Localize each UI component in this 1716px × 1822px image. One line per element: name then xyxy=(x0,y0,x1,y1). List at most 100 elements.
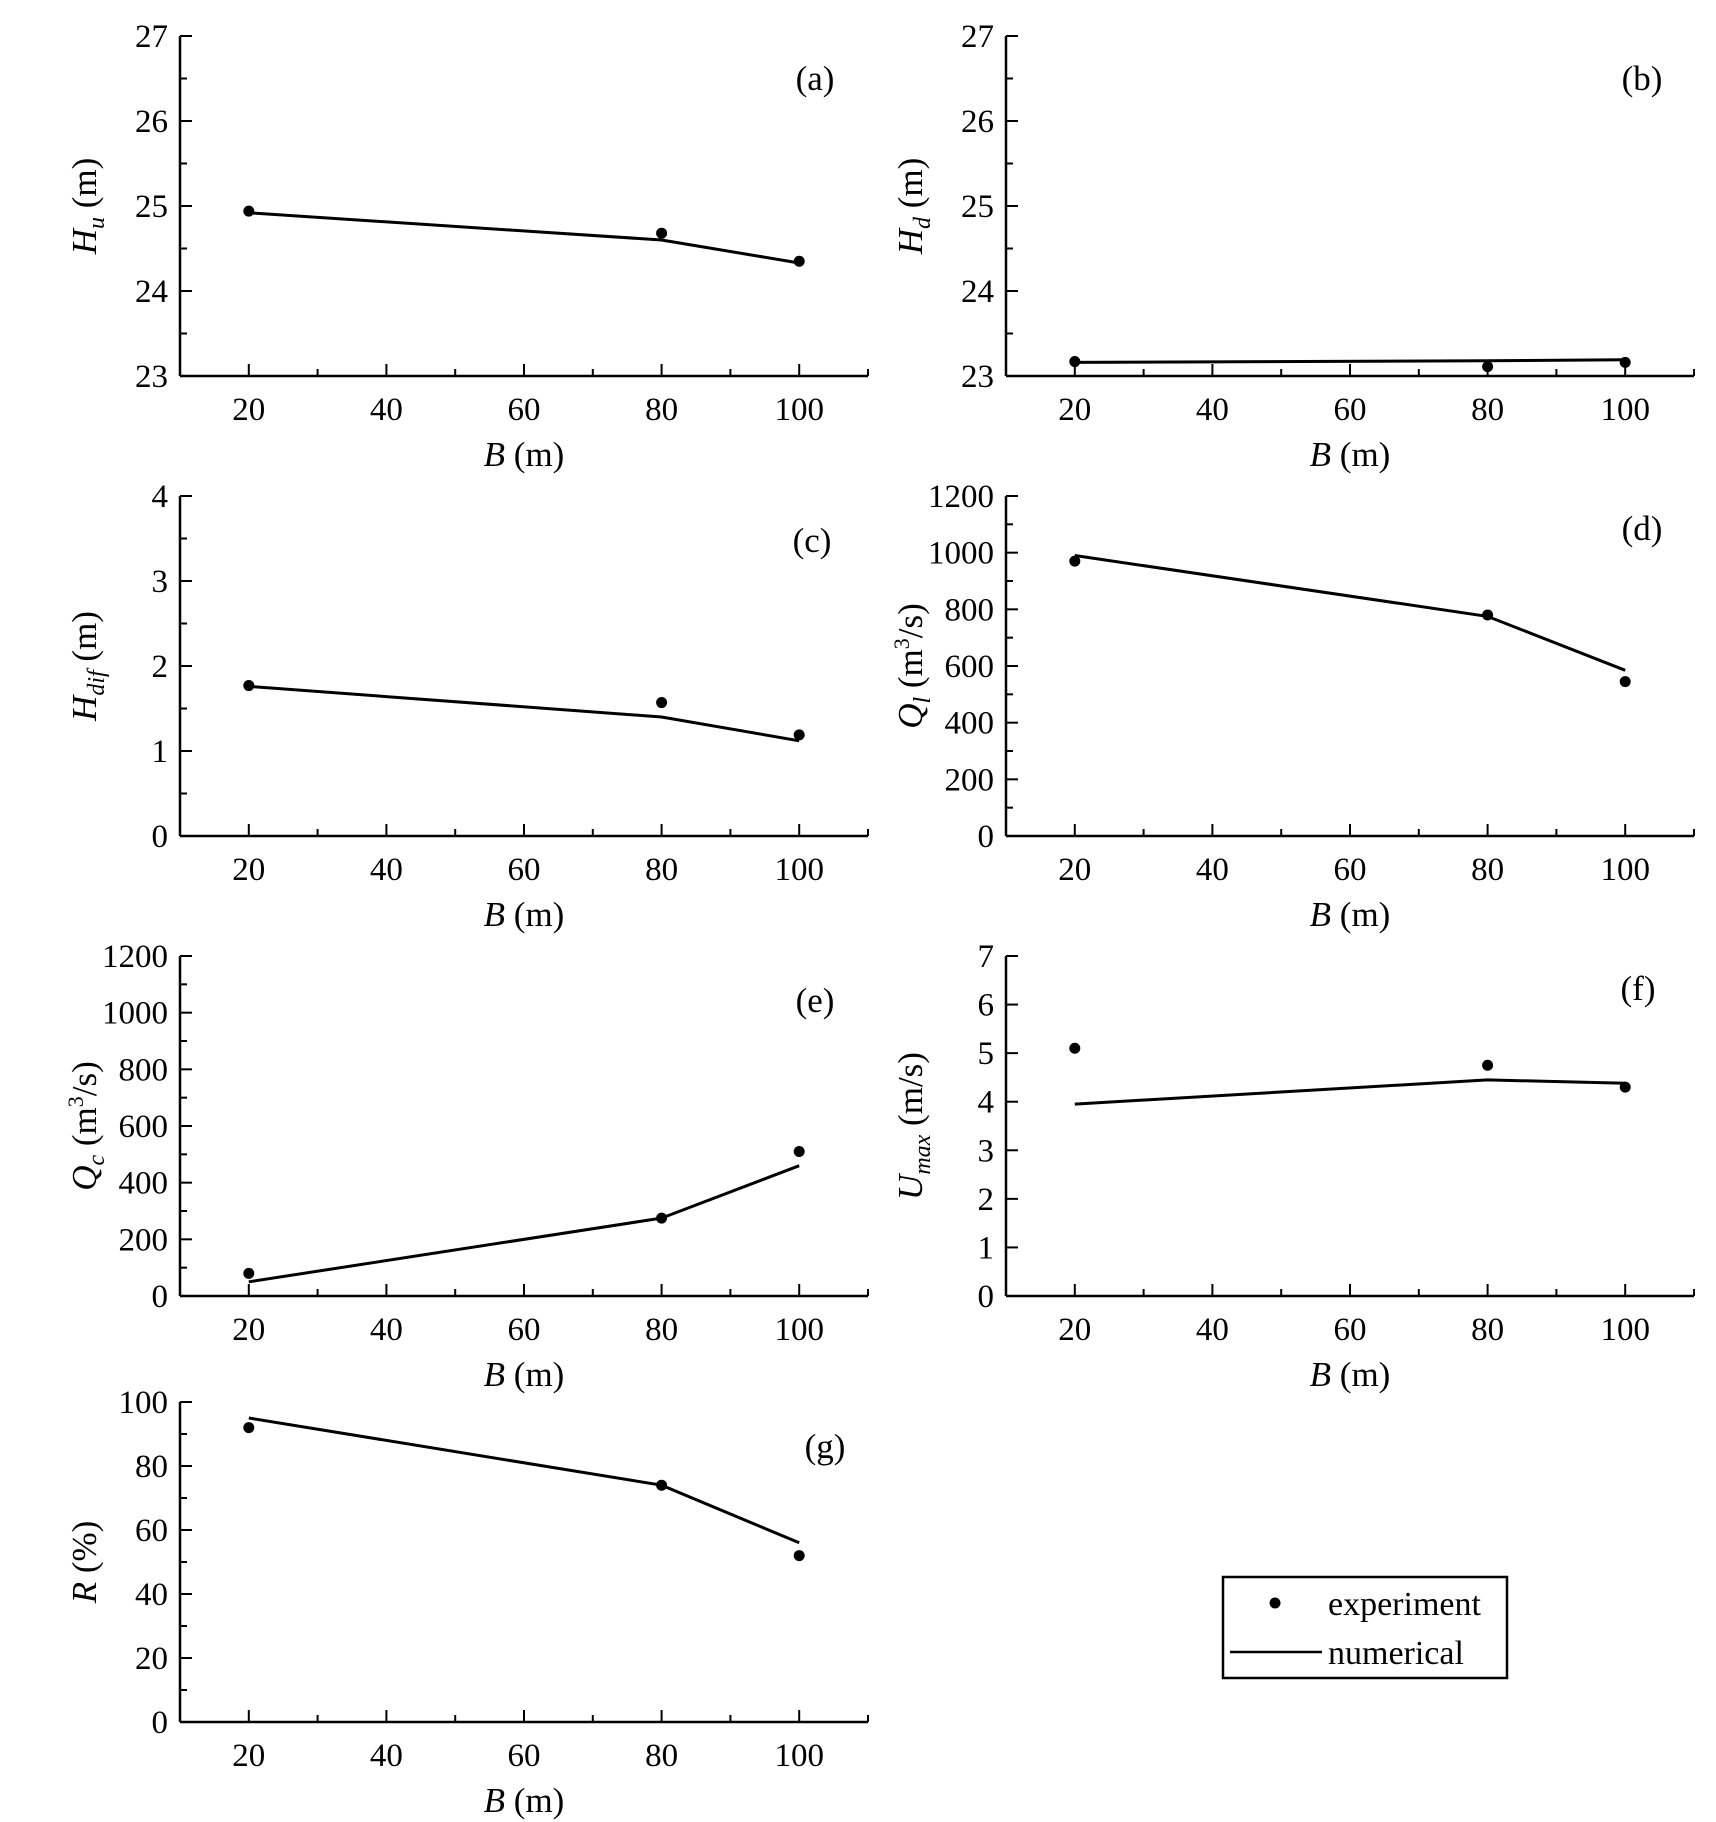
y-axis-label: Hdif (m) xyxy=(65,611,110,722)
y-tick-label: 40 xyxy=(135,1577,168,1613)
x-axis-label-symbol: B xyxy=(1310,435,1331,474)
x-axis-label-unit: (m) xyxy=(505,895,564,934)
x-tick-label: 60 xyxy=(1334,1312,1367,1348)
y-axis-label-unit: (m) xyxy=(65,611,104,670)
x-tick-label: 60 xyxy=(508,852,541,888)
y-tick-label: 25 xyxy=(135,189,168,225)
x-tick-label: 40 xyxy=(370,392,403,428)
panel-letter: (a) xyxy=(796,59,835,98)
y-tick-label: 20 xyxy=(135,1641,168,1677)
x-tick-label: 80 xyxy=(645,1312,678,1348)
numerical-line xyxy=(248,1416,800,1545)
x-tick-label: 20 xyxy=(1058,1312,1091,1348)
y-axis-label-unit: (m) xyxy=(891,158,930,217)
x-tick-label: 100 xyxy=(774,852,824,888)
x-axis-label: B (m) xyxy=(1310,435,1391,474)
legend-experiment-label: experiment xyxy=(1328,1586,1481,1623)
experiment-point xyxy=(1069,555,1081,567)
y-tick-label: 100 xyxy=(119,1385,169,1421)
legend-numerical-label: numerical xyxy=(1328,1635,1464,1672)
x-tick-label: 40 xyxy=(370,1312,403,1348)
panel-letter: (d) xyxy=(1622,509,1663,548)
y-axis-label: Hd (m) xyxy=(891,158,936,256)
y-tick-label: 0 xyxy=(978,1279,995,1315)
y-tick-label: 200 xyxy=(119,1222,169,1258)
x-tick-label: 80 xyxy=(645,852,678,888)
y-axis-label-subscript: l xyxy=(910,697,936,704)
y-axis-label-symbol: R xyxy=(65,1582,104,1604)
numerical-line xyxy=(1074,1078,1626,1106)
x-tick-label: 40 xyxy=(1196,1312,1229,1348)
panel-g: 20 40 60 80 100 0 20 40 60 80 100 B (m) R (%) (g) xyxy=(65,1385,869,1820)
x-tick-label: 80 xyxy=(1471,392,1504,428)
y-axis-label-unit: (m) xyxy=(65,158,104,217)
x-tick-label: 60 xyxy=(1334,852,1367,888)
y-tick-label: 1200 xyxy=(928,479,994,515)
x-axis-label-symbol: B xyxy=(484,435,505,474)
experiment-point xyxy=(1069,1042,1081,1054)
y-axis-label-superscript: 3 xyxy=(63,1096,88,1107)
x-tick-label: 20 xyxy=(232,1312,265,1348)
y-tick-label: 800 xyxy=(945,592,995,628)
x-tick-label: 80 xyxy=(1471,1312,1504,1348)
y-axis-label-symbol: H xyxy=(65,227,104,255)
y-axis-label-unit: (%) xyxy=(65,1521,104,1582)
legend-box xyxy=(1221,1575,1509,1680)
y-axis-label: R (%) xyxy=(65,1521,104,1605)
y-tick-label: 27 xyxy=(135,19,168,55)
y-axis-label-symbol: H xyxy=(891,227,930,255)
y-tick-label: 600 xyxy=(119,1109,169,1145)
panel-letter: (b) xyxy=(1622,59,1663,98)
numerical-line xyxy=(248,211,800,265)
experiment-point xyxy=(243,1422,255,1434)
y-tick-label: 0 xyxy=(152,1279,169,1315)
y-axis-label-subscript: c xyxy=(84,1155,110,1166)
y-tick-label: 60 xyxy=(135,1513,168,1549)
y-axis-label-unit: (m/s) xyxy=(891,1052,930,1135)
y-tick-label: 2 xyxy=(978,1182,995,1218)
y-tick-label: 5 xyxy=(978,1036,995,1072)
y-axis-label-unit: (m xyxy=(65,1107,104,1155)
y-axis-label-symbol: H xyxy=(65,694,104,722)
y-tick-label: 0 xyxy=(978,819,995,855)
x-axis-label-unit: (m) xyxy=(505,435,564,474)
y-axis-label-superscript: 3 xyxy=(889,638,914,649)
x-tick-label: 40 xyxy=(1196,392,1229,428)
legend: experiment numerical xyxy=(1221,1575,1509,1680)
y-tick-label: 4 xyxy=(152,479,169,515)
experiment-point xyxy=(793,1550,805,1562)
y-tick-label: 7 xyxy=(978,939,995,975)
y-tick-label: 3 xyxy=(978,1133,995,1169)
y-tick-label: 400 xyxy=(945,706,995,742)
y-axis-label-subscript: max xyxy=(910,1134,936,1174)
experiment-point xyxy=(793,729,805,741)
experiment-point xyxy=(656,227,668,239)
experiment-point xyxy=(243,205,255,217)
y-tick-label: 6 xyxy=(978,988,995,1024)
experiment-point xyxy=(1482,1059,1494,1071)
x-axis-label-unit: (m) xyxy=(505,1355,564,1394)
numerical-line xyxy=(1074,358,1626,364)
y-axis-label-subscript: u xyxy=(84,217,110,229)
x-tick-label: 40 xyxy=(370,1738,403,1774)
x-axis-label-unit: (m) xyxy=(1331,895,1390,934)
y-axis-label-unit: (m xyxy=(891,649,930,697)
y-tick-label: 25 xyxy=(961,189,994,225)
panel-f: 20 40 60 80 100 0 1 2 3 4 5 6 7 B (m) Umax (m/s) (f) xyxy=(891,939,1695,1394)
y-tick-label: 27 xyxy=(961,19,994,55)
experiment-point xyxy=(793,1146,805,1157)
y-axis-label: Ql (m3/s) xyxy=(889,603,936,729)
y-tick-label: 400 xyxy=(119,1166,169,1202)
numerical-line xyxy=(1074,554,1626,672)
experiment-point xyxy=(1619,676,1631,688)
x-axis-label: B (m) xyxy=(484,1781,565,1820)
y-tick-label: 1000 xyxy=(928,536,994,572)
y-axis-label-symbol: Q xyxy=(65,1166,104,1191)
x-tick-label: 20 xyxy=(232,852,265,888)
legend-experiment-marker xyxy=(1269,1597,1281,1609)
x-axis-label: B (m) xyxy=(484,895,565,934)
panel-letter: (f) xyxy=(1621,969,1656,1008)
y-tick-label: 26 xyxy=(135,104,168,140)
x-axis-label-unit: (m) xyxy=(505,1781,564,1820)
y-axis-label: Hu (m) xyxy=(65,158,110,256)
